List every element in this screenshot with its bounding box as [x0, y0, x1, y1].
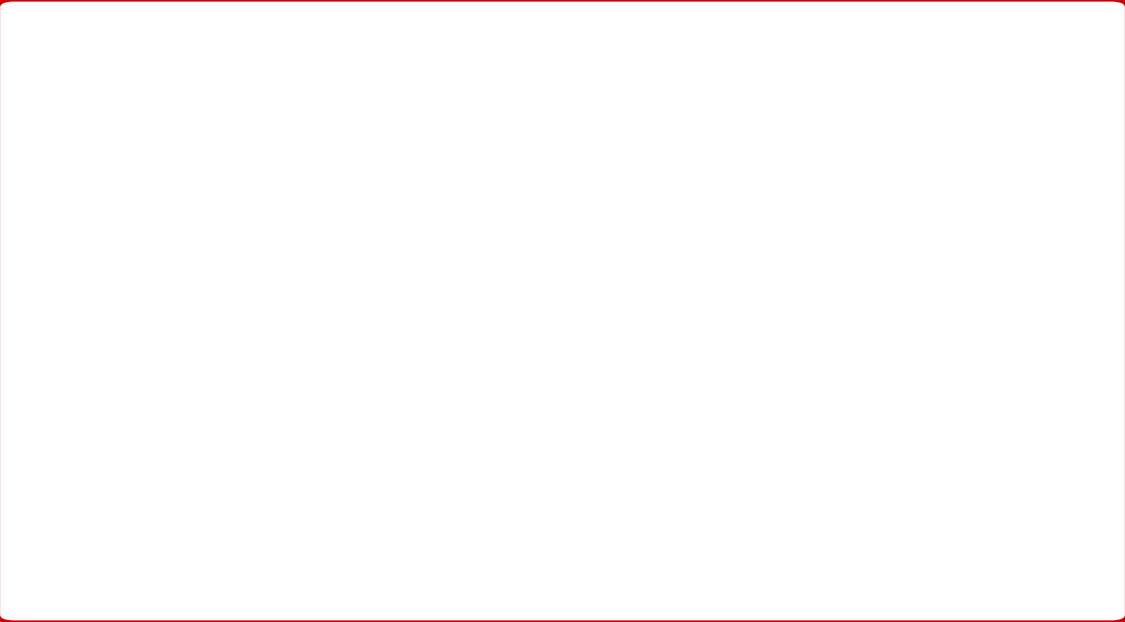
Text: 1: 1 — [656, 185, 675, 215]
Text: -1: -1 — [512, 388, 542, 417]
Text: 1: 1 — [836, 388, 855, 417]
Text: function shown: function shown — [68, 131, 300, 160]
Text: Q4// Determine  the Fourier series for a periodic: Q4// Determine the Fourier series for a … — [68, 44, 801, 73]
Text: 0: 0 — [659, 388, 678, 417]
